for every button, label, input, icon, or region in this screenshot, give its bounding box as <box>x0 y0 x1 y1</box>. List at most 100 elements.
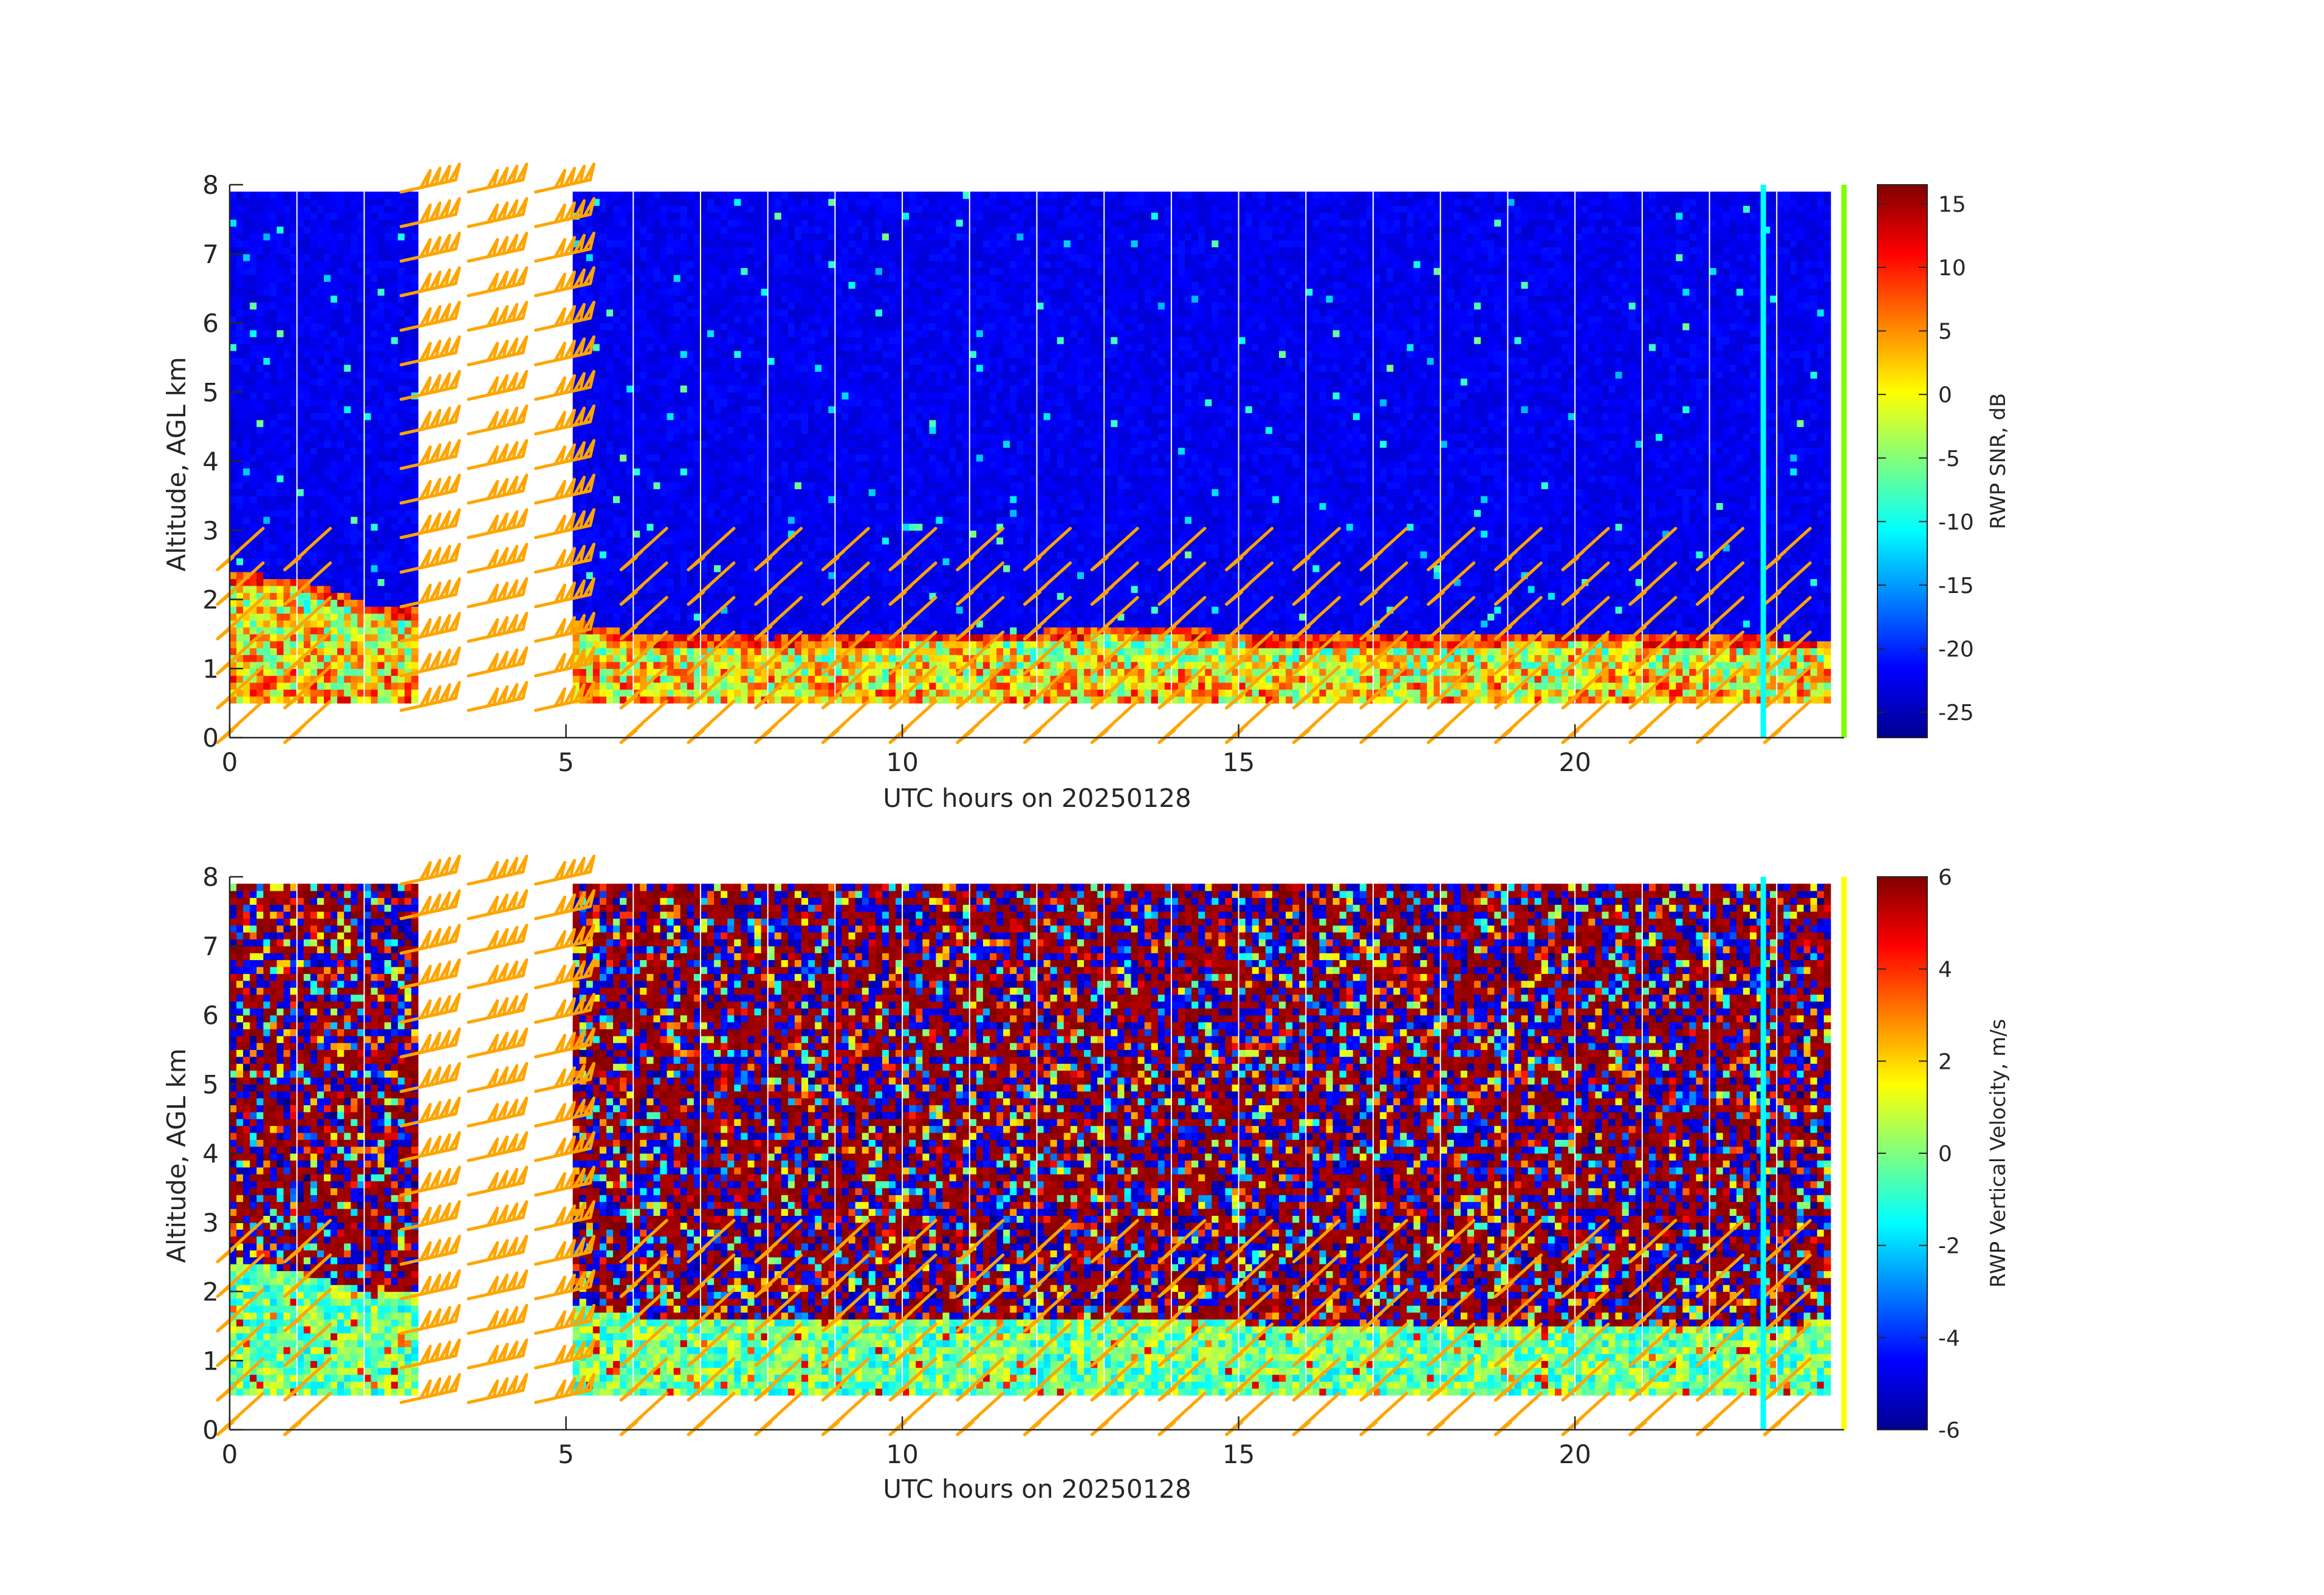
snr-heatmap-cell <box>250 219 257 227</box>
snr-heatmap-cell <box>755 496 762 503</box>
snr-heatmap-cell <box>734 689 741 696</box>
snr-heatmap-cell <box>297 219 304 227</box>
snr-heatmap-cell <box>270 592 277 600</box>
snr-heatmap-cell <box>727 482 735 489</box>
snr-heatmap-cell <box>821 213 829 220</box>
snr-heatmap-cell <box>364 295 371 303</box>
snr-heatmap-cell <box>411 261 419 268</box>
snr-heatmap-cell <box>626 489 634 496</box>
snr-heatmap-cell <box>795 544 802 552</box>
snr-heatmap-cell <box>701 441 708 448</box>
snr-heatmap-cell <box>243 530 250 538</box>
snr-heatmap-cell <box>236 289 244 296</box>
snr-heatmap-cell <box>788 648 795 655</box>
snr-heatmap-cell <box>243 191 250 199</box>
snr-heatmap-cell <box>748 261 755 268</box>
snr-heatmap-cell <box>378 392 385 399</box>
snr-heatmap-cell <box>405 572 412 579</box>
snr-heatmap-cell <box>654 613 661 620</box>
snr-heatmap-cell <box>398 544 405 552</box>
snr-heatmap-cell <box>600 482 607 489</box>
snr-heatmap-cell <box>748 447 755 454</box>
snr-heatmap-cell <box>687 420 694 427</box>
snr-heatmap-cell <box>687 516 694 524</box>
snr-heatmap-cell <box>694 516 701 524</box>
snr-heatmap-cell <box>781 275 789 282</box>
snr-heatmap-cell <box>815 406 822 413</box>
snr-heatmap-cell <box>277 268 284 275</box>
snr-heatmap-cell <box>606 551 614 558</box>
snr-heatmap-cell <box>371 655 379 662</box>
snr-heatmap-cell <box>304 565 311 572</box>
snr-heatmap-cell <box>250 461 257 468</box>
snr-heatmap-cell <box>243 213 250 220</box>
snr-heatmap-cell <box>310 309 318 317</box>
snr-heatmap-cell <box>351 213 358 220</box>
snr-heatmap-cell <box>694 420 701 427</box>
snr-heatmap-cell <box>304 247 311 254</box>
snr-heatmap-cell <box>270 226 277 233</box>
snr-heatmap-cell <box>821 309 829 317</box>
snr-heatmap-cell <box>243 233 250 241</box>
snr-heatmap-cell <box>378 620 385 628</box>
snr-heatmap-cell <box>371 565 379 572</box>
snr-heatmap-cell <box>701 295 708 303</box>
snr-heatmap-cell <box>775 516 782 524</box>
snr-heatmap-cell <box>580 606 587 614</box>
snr-heatmap-cell <box>660 475 668 482</box>
snr-heatmap-cell <box>714 413 721 420</box>
snr-heatmap-cell <box>297 351 304 358</box>
snr-heatmap-cell <box>391 199 399 206</box>
snr-heatmap-cell <box>687 254 694 261</box>
snr-heatmap-cell <box>667 399 674 406</box>
snr-heatmap-cell <box>821 295 829 303</box>
snr-heatmap-cell <box>815 441 822 448</box>
snr-heatmap-cell <box>801 240 809 247</box>
snr-heatmap-cell <box>707 247 715 254</box>
snr-heatmap-cell <box>626 344 634 351</box>
snr-heatmap-cell <box>398 586 405 593</box>
snr-heatmap-cell <box>727 392 735 399</box>
snr-heatmap-cell <box>748 530 755 538</box>
snr-heatmap-cell <box>580 219 587 227</box>
snr-heatmap-cell <box>243 668 250 676</box>
snr-heatmap-cell <box>768 565 775 572</box>
snr-heatmap-cell <box>250 475 257 482</box>
snr-heatmap-cell <box>660 247 668 254</box>
snr-heatmap-cell <box>654 447 661 454</box>
snr-heatmap-cell <box>821 655 829 662</box>
snr-heatmap-cell <box>680 427 688 434</box>
snr-heatmap-cell <box>606 261 614 268</box>
snr-heatmap-cell <box>748 475 755 482</box>
snr-heatmap-cell <box>337 482 344 489</box>
snr-heatmap-cell <box>808 475 815 482</box>
snr-heatmap-cell <box>250 696 257 704</box>
snr-heatmap-cell <box>768 454 775 462</box>
snr-heatmap-cell <box>748 365 755 372</box>
snr-heatmap-cell <box>304 427 311 434</box>
snr-heatmap-cell <box>707 662 715 669</box>
snr-heatmap-cell <box>795 551 802 558</box>
snr-heatmap-cell <box>828 323 835 331</box>
snr-heatmap-cell <box>680 261 688 268</box>
snr-heatmap-cell <box>613 399 620 406</box>
snr-heatmap-cell <box>654 434 661 441</box>
snr-heatmap-cell <box>243 379 250 386</box>
snr-heatmap-cell <box>331 689 338 696</box>
snr-heatmap-cell <box>236 399 244 406</box>
snr-heatmap-cell <box>694 191 701 199</box>
snr-heatmap-cell <box>755 316 762 323</box>
snr-heatmap-cell <box>277 620 284 628</box>
snr-heatmap-cell <box>721 344 728 351</box>
snr-heatmap-cell <box>654 406 661 413</box>
snr-heatmap-cell <box>344 558 351 565</box>
snr-heatmap-cell <box>391 441 399 448</box>
snr-heatmap-cell <box>613 392 620 399</box>
snr-heatmap-cell <box>721 592 728 600</box>
snr-heatmap-cell <box>694 219 701 227</box>
snr-heatmap-cell <box>256 510 264 517</box>
snr-heatmap-cell <box>788 689 795 696</box>
snr-heatmap-cell <box>317 482 324 489</box>
snr-heatmap-cell <box>660 648 668 655</box>
snr-heatmap-cell <box>701 289 708 296</box>
